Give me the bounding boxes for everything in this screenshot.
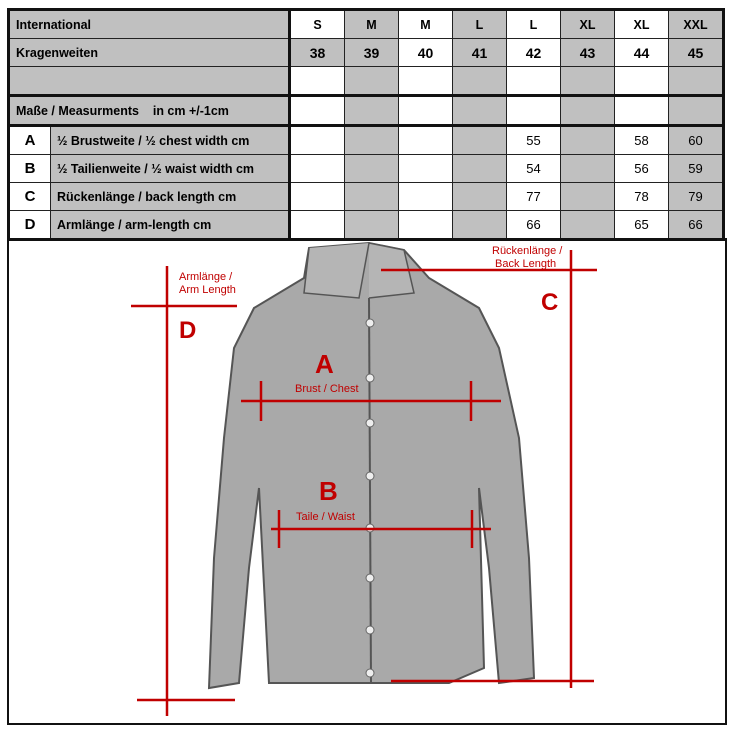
row-value — [452, 154, 507, 183]
size: M — [398, 9, 453, 39]
collar: 44 — [614, 38, 669, 67]
row-value: 66 — [506, 210, 561, 240]
row-value — [288, 124, 345, 155]
collar-label: Kragenweiten — [8, 38, 290, 67]
row-letter: C — [8, 182, 51, 211]
label-b: B — [319, 476, 338, 506]
row-value: 77 — [506, 182, 561, 211]
size: L — [506, 9, 561, 39]
row-value: 66 — [668, 210, 724, 240]
empty-row-label — [8, 66, 290, 96]
row-value — [398, 154, 453, 183]
shirt-illustration — [207, 241, 536, 690]
collar: 41 — [452, 38, 507, 67]
row-value — [288, 154, 345, 183]
row-letter: D — [8, 210, 51, 240]
collar: 38 — [288, 38, 345, 67]
row-value: 60 — [668, 124, 724, 155]
international-label: International — [8, 9, 290, 39]
measurements-label: Maße / Measurments in cm +/-1cm — [8, 94, 290, 126]
row-value — [344, 182, 399, 211]
label-d: D — [179, 317, 196, 344]
row-value — [344, 154, 399, 183]
collar: 42 — [506, 38, 561, 67]
collar: 43 — [560, 38, 615, 67]
size: XL — [560, 9, 615, 39]
row-label: ½ Tailienweite / ½ waist width cm — [50, 154, 290, 183]
waist-label: Taile / Waist — [296, 511, 355, 523]
row-value — [560, 210, 615, 240]
row-value — [344, 124, 399, 155]
size: L — [452, 9, 507, 39]
row-value — [344, 210, 399, 240]
row-value — [452, 182, 507, 211]
size: S — [288, 9, 345, 39]
row-value: 59 — [668, 154, 724, 183]
collar: 45 — [668, 38, 724, 67]
row-value: 78 — [614, 182, 669, 211]
row-value: 79 — [668, 182, 724, 211]
row-value: 55 — [506, 124, 561, 155]
size: M — [344, 9, 399, 39]
size: XL — [614, 9, 669, 39]
size: XXL — [668, 9, 724, 39]
row-letter: B — [8, 154, 51, 183]
row-value — [560, 182, 615, 211]
row-letter: A — [8, 124, 51, 155]
collar: 40 — [398, 38, 453, 67]
arm-label-2: Arm Length — [179, 284, 236, 296]
measure-lines — [131, 250, 597, 716]
row-value — [560, 124, 615, 155]
row-value — [288, 210, 345, 240]
table-row: C Rückenlänge / back length cm 77 78 79 — [8, 182, 724, 211]
label-c: C — [541, 289, 558, 316]
row-value — [288, 182, 345, 211]
row-value: 56 — [614, 154, 669, 183]
row-value — [452, 210, 507, 240]
row-value — [398, 182, 453, 211]
row-value: 58 — [614, 124, 669, 155]
row-label: ½ Brustweite / ½ chest width cm — [50, 124, 290, 155]
row-value — [398, 124, 453, 155]
table-row: D Armlänge / arm-length cm 66 65 66 — [8, 210, 724, 240]
label-a: A — [315, 349, 334, 379]
row-value — [398, 210, 453, 240]
back-label-1: Rückenlänge / — [492, 245, 563, 257]
row-value: 54 — [506, 154, 561, 183]
arm-label-1: Armlänge / — [179, 271, 233, 283]
row-label: Rückenlänge / back length cm — [50, 182, 290, 211]
size-table: International S M M L L XL XL XXL Kragenweiten … — [7, 8, 725, 241]
row-label: Armlänge / arm-length cm — [50, 210, 290, 240]
row-value — [560, 154, 615, 183]
row-value — [452, 124, 507, 155]
shirt-figure: Armlänge / Arm Length Rückenlänge / Back… — [7, 238, 727, 725]
row-value: 65 — [614, 210, 669, 240]
chest-label: Brust / Chest — [295, 383, 359, 395]
collar: 39 — [344, 38, 399, 67]
back-label-2: Back Length — [495, 258, 556, 270]
